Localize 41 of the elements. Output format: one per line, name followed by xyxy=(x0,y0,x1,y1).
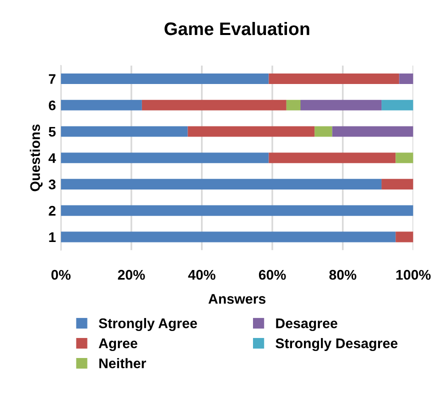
y-tick-label: 7 xyxy=(48,74,56,84)
bar xyxy=(399,74,414,84)
bar xyxy=(60,74,269,84)
bar xyxy=(268,74,400,84)
x-axis-title: Answers xyxy=(208,294,266,304)
x-tick-label: 100% xyxy=(396,270,431,280)
legend-label: Desagree xyxy=(276,318,338,332)
x-tick-label: 0% xyxy=(51,270,71,280)
y-tick-label: 5 xyxy=(48,126,56,137)
bar xyxy=(142,100,286,110)
y-tick-label: 2 xyxy=(48,206,56,216)
x-tick-label: 20% xyxy=(118,270,145,280)
legend-label: Neither xyxy=(99,358,146,368)
x-tick-label: 60% xyxy=(258,270,286,280)
bar xyxy=(60,152,269,164)
bar xyxy=(60,100,142,110)
bar xyxy=(396,232,414,242)
bar xyxy=(60,232,396,242)
y-tick-label: 1 xyxy=(49,232,56,242)
y-tick-label: 3 xyxy=(48,180,56,190)
bar xyxy=(188,126,315,137)
legend-label: Strongly Desagree xyxy=(276,338,398,352)
bar xyxy=(396,152,414,164)
chart-title: Game Evaluation xyxy=(164,22,310,36)
legend-label: Strongly Agree xyxy=(98,318,197,332)
x-tick-label: 40% xyxy=(188,270,216,280)
bar xyxy=(268,152,396,164)
bar xyxy=(382,100,414,110)
x-tick-label: 80% xyxy=(329,270,356,280)
y-tick-label: 4 xyxy=(48,153,56,163)
bar xyxy=(60,178,382,190)
bar xyxy=(300,100,382,110)
bar xyxy=(60,126,188,137)
y-axis-title: Questions xyxy=(30,124,43,192)
bar xyxy=(60,205,414,216)
bar xyxy=(286,100,300,110)
bar xyxy=(332,126,414,137)
legend-label: Agree xyxy=(98,338,138,352)
bar xyxy=(382,178,414,190)
bar xyxy=(314,126,332,137)
y-tick-label: 6 xyxy=(48,100,56,110)
